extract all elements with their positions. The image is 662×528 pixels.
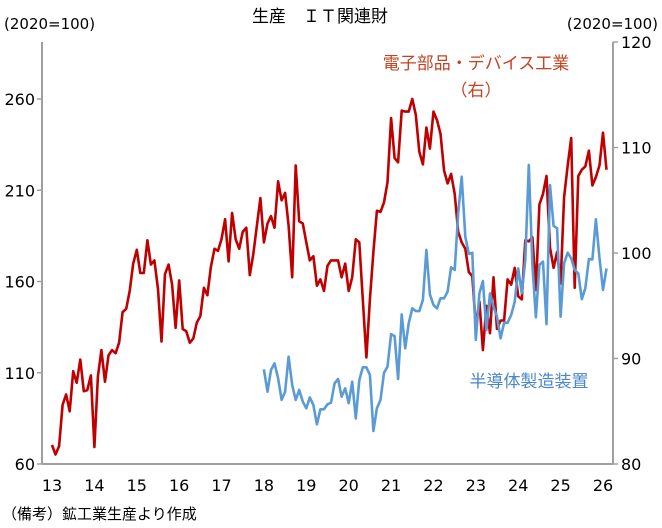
x-tick-label: 13 xyxy=(42,476,62,495)
x-tick-label: 19 xyxy=(296,476,316,495)
right-tick-label: 110 xyxy=(621,139,652,158)
x-tick-label: 26 xyxy=(593,476,613,495)
x-tick-label: 16 xyxy=(169,476,189,495)
x-tick-label: 25 xyxy=(550,476,570,495)
x-tick-label: 17 xyxy=(211,476,231,495)
x-tick-label: 21 xyxy=(381,476,401,495)
right-tick-label: 90 xyxy=(621,350,641,369)
x-tick-label: 20 xyxy=(339,476,359,495)
legend-electronic-devices-axis-note: （右） xyxy=(451,81,502,101)
legend-semiconductor-equipment: 半導体製造装置 xyxy=(470,372,589,392)
right-tick-label: 100 xyxy=(621,244,652,263)
left-tick-label: 60 xyxy=(15,455,35,474)
x-tick-label: 18 xyxy=(254,476,274,495)
x-tick-label: 23 xyxy=(466,476,486,495)
right-axis-unit: (2020=100) xyxy=(567,15,658,33)
right-tick-label: 80 xyxy=(621,455,641,474)
chart-title: 生産 ＩＴ関連財 xyxy=(252,7,388,27)
left-tick-label: 260 xyxy=(4,90,35,109)
footnote: （備考）鉱工業生産より作成 xyxy=(2,505,197,523)
left-tick-label: 210 xyxy=(4,181,35,200)
x-tick-label: 14 xyxy=(84,476,104,495)
right-tick-label: 120 xyxy=(621,33,652,52)
x-tick-label: 22 xyxy=(423,476,443,495)
legend-electronic-devices: 電子部品・デバイス工業 xyxy=(383,53,570,74)
x-tick-label: 15 xyxy=(127,476,147,495)
series-lines xyxy=(52,99,607,455)
left-tick-label: 160 xyxy=(4,273,35,292)
left-tick-label: 110 xyxy=(4,364,35,383)
x-tick-label: 24 xyxy=(508,476,528,495)
left-axis-unit: (2020=100) xyxy=(4,15,95,33)
